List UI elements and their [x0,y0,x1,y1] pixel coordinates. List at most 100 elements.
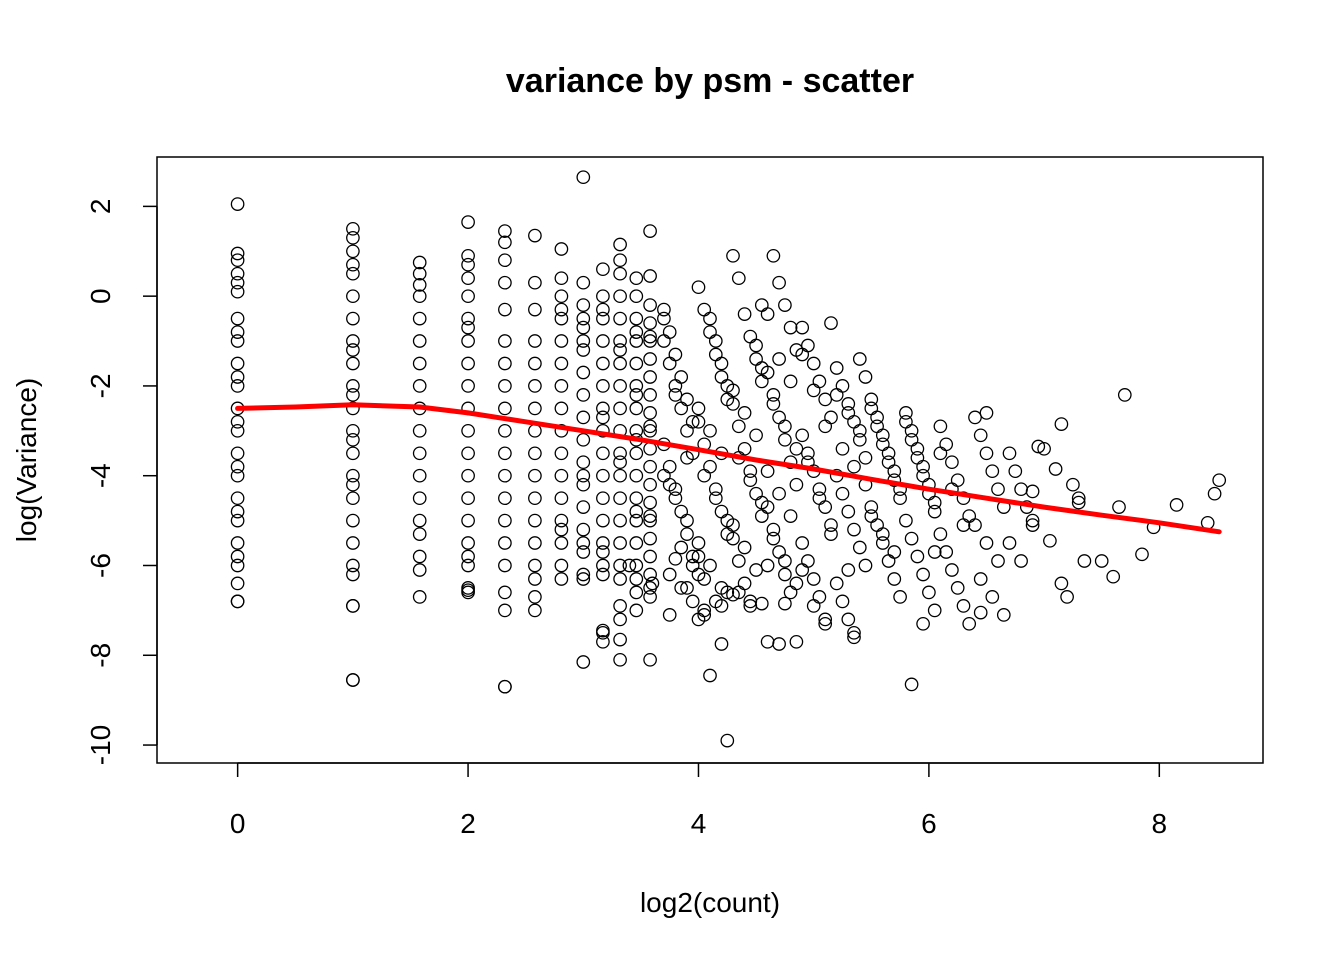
data-point [875,527,890,541]
data-point [1106,569,1121,584]
data-point [754,374,769,389]
data-point [668,491,683,506]
data-point [945,482,959,497]
data-point [806,572,821,586]
data-point [801,554,815,568]
data-point [881,455,896,470]
data-point [230,468,245,483]
data-point [835,441,850,456]
data-point [230,491,245,506]
data-point [841,406,856,420]
data-point [1207,486,1222,501]
data-point [657,311,671,326]
data-point [412,468,427,483]
data-point [498,334,512,348]
data-point [643,370,657,384]
data-point [743,464,758,479]
data-point [1031,439,1046,454]
data-point [622,558,637,573]
data-point [629,603,644,618]
data-point [829,388,844,402]
data-point [554,242,569,256]
data-point [841,563,856,577]
data-point [789,634,804,649]
data-point [754,509,769,523]
data-point [697,603,712,618]
data-point [554,379,569,393]
data-point [783,585,798,600]
data-point [778,419,792,434]
data-point [498,446,512,461]
data-point [841,397,856,411]
x-axis-label: log2(count) [640,887,780,918]
data-point [461,558,475,573]
data-point [685,558,700,573]
data-point [743,329,758,344]
data-point [230,246,245,261]
data-point [643,423,657,438]
y-tick-label: 0 [85,288,116,304]
data-point [576,365,591,380]
data-point [554,572,569,586]
data-point [824,410,838,425]
data-point [346,221,360,236]
data-point [461,334,475,348]
data-point [864,509,879,523]
data-point [461,271,475,286]
data-point [230,536,245,550]
data-point [1014,482,1028,497]
data-point [991,482,1005,497]
data-point [346,423,360,438]
data-point [933,446,948,461]
data-point [835,379,850,393]
data-point [927,504,942,519]
data-point [726,518,740,532]
data-point [766,388,781,402]
data-point [662,608,677,622]
data-point [1002,536,1017,550]
data-point [230,370,245,384]
data-point [737,441,752,456]
data-point [662,567,677,582]
data-point [576,311,591,326]
data-point [498,679,512,694]
data-point [720,733,735,748]
data-point [613,253,627,268]
data-point [760,500,775,514]
data-point [1060,590,1074,604]
data-point [1048,462,1063,476]
data-point [731,585,746,600]
data-point [691,401,706,416]
data-point [818,419,833,434]
data-point [703,325,717,339]
data-point [498,536,512,550]
data-point [772,637,786,651]
data-point [613,572,627,586]
data-point [708,482,723,497]
data-point [596,379,610,393]
data-point [576,536,591,550]
data-point [754,596,769,611]
data-point [554,311,569,326]
data-point [668,388,683,402]
data-point [1169,498,1184,512]
data-point [629,289,644,304]
data-point [346,230,360,245]
data-point [498,235,512,250]
data-point [230,513,245,528]
data-point [596,401,610,416]
data-point [346,513,360,528]
data-point [498,302,512,317]
data-point [230,594,245,609]
data-point [230,334,245,348]
data-point [230,558,245,573]
data-point [461,423,475,438]
data-point [835,594,850,609]
data-point [346,356,360,371]
data-point [576,275,591,290]
data-point [346,567,360,582]
data-point [576,432,591,447]
data-point [933,527,948,541]
data-point [754,298,769,312]
